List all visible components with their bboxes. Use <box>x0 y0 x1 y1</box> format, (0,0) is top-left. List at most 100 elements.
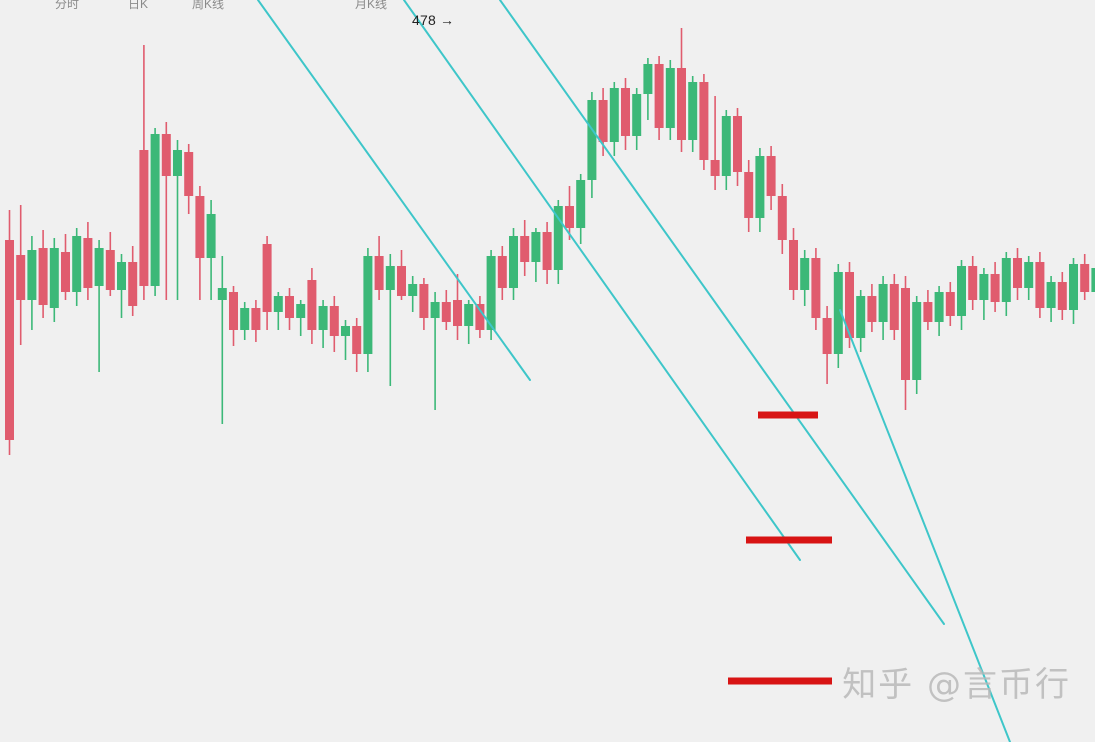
price-level-layer[interactable] <box>728 411 832 685</box>
candle <box>923 290 933 330</box>
candle-body <box>800 258 810 290</box>
candle <box>565 186 574 240</box>
candle-body <box>968 266 978 300</box>
candle <box>957 260 966 330</box>
candle <box>94 240 104 372</box>
channel-upper[interactable] <box>257 0 531 381</box>
candle <box>329 296 339 352</box>
candle <box>1001 252 1011 316</box>
candle <box>49 238 59 322</box>
candle <box>621 78 630 150</box>
candle-body <box>889 284 899 330</box>
candle-body <box>654 64 664 128</box>
candle <box>16 205 26 345</box>
candle-body <box>923 302 933 322</box>
candle <box>139 45 149 300</box>
candle-body <box>822 318 832 354</box>
candle-body <box>38 248 48 305</box>
candle <box>408 276 418 312</box>
candle <box>374 236 384 300</box>
candle-body <box>733 116 742 172</box>
candle <box>38 230 48 318</box>
candle <box>553 200 563 284</box>
candle <box>699 74 709 170</box>
candle-body <box>1035 262 1045 308</box>
candle <box>475 296 485 338</box>
candle <box>1069 258 1078 324</box>
candle-body <box>385 266 395 290</box>
candle-body <box>61 252 70 292</box>
candle <box>789 228 798 300</box>
channel-mid[interactable] <box>403 0 801 561</box>
candle <box>654 56 664 140</box>
candle-body <box>565 206 574 228</box>
candle-body <box>27 250 37 300</box>
candle-body <box>542 232 552 270</box>
candle-body <box>217 288 227 300</box>
candle-body <box>105 250 115 290</box>
candle <box>497 246 507 300</box>
candle <box>822 306 832 384</box>
candle-body <box>229 292 238 330</box>
candle-body <box>240 308 250 330</box>
candle <box>128 246 138 316</box>
candle <box>710 96 720 190</box>
candle <box>677 28 686 152</box>
candle <box>419 278 429 330</box>
trend-channel-layer[interactable] <box>257 0 1011 742</box>
candle <box>811 248 821 330</box>
candle <box>273 292 283 330</box>
candle <box>5 210 14 455</box>
watermark-text: 知乎 @言币行 <box>842 665 1071 705</box>
candle-body <box>777 196 787 240</box>
candle-body <box>856 296 866 338</box>
candle-body <box>408 284 418 296</box>
candle-body <box>520 236 530 262</box>
candle <box>721 110 731 190</box>
channel-lower[interactable] <box>499 0 945 625</box>
candle-body <box>878 284 888 322</box>
candle-body <box>699 82 709 160</box>
candle-body <box>363 256 373 354</box>
channel-outer[interactable] <box>839 309 1011 742</box>
candle-body <box>318 306 328 330</box>
candle <box>240 302 250 340</box>
candle <box>262 236 272 330</box>
candle <box>889 274 899 340</box>
candle-body <box>553 206 563 270</box>
candle-body <box>1024 262 1034 288</box>
candle <box>285 288 294 330</box>
candle <box>901 276 910 410</box>
candle <box>688 76 698 152</box>
candle-body <box>139 150 149 286</box>
candle-body <box>744 172 754 218</box>
candle <box>856 290 866 352</box>
candle-body <box>262 244 272 312</box>
candle-body <box>1046 282 1056 308</box>
candle <box>206 200 216 300</box>
candle <box>430 292 440 410</box>
candle <box>1013 248 1022 300</box>
candle <box>352 318 362 372</box>
candle <box>397 250 406 300</box>
candle-body <box>867 296 877 322</box>
candle-body <box>957 266 966 316</box>
candle <box>777 184 787 254</box>
candle-body <box>329 306 339 336</box>
candle-body <box>833 272 843 354</box>
candle <box>150 128 160 296</box>
candle-body <box>464 304 474 326</box>
candle <box>990 262 1000 312</box>
candle <box>520 220 530 276</box>
candle-body <box>419 284 429 318</box>
candle-body <box>1080 264 1090 292</box>
candle-body <box>475 304 485 330</box>
candle <box>744 160 754 232</box>
candle <box>195 186 205 300</box>
candle <box>363 248 373 372</box>
candle <box>105 232 115 296</box>
candle-body <box>161 134 171 176</box>
candle <box>609 82 619 156</box>
